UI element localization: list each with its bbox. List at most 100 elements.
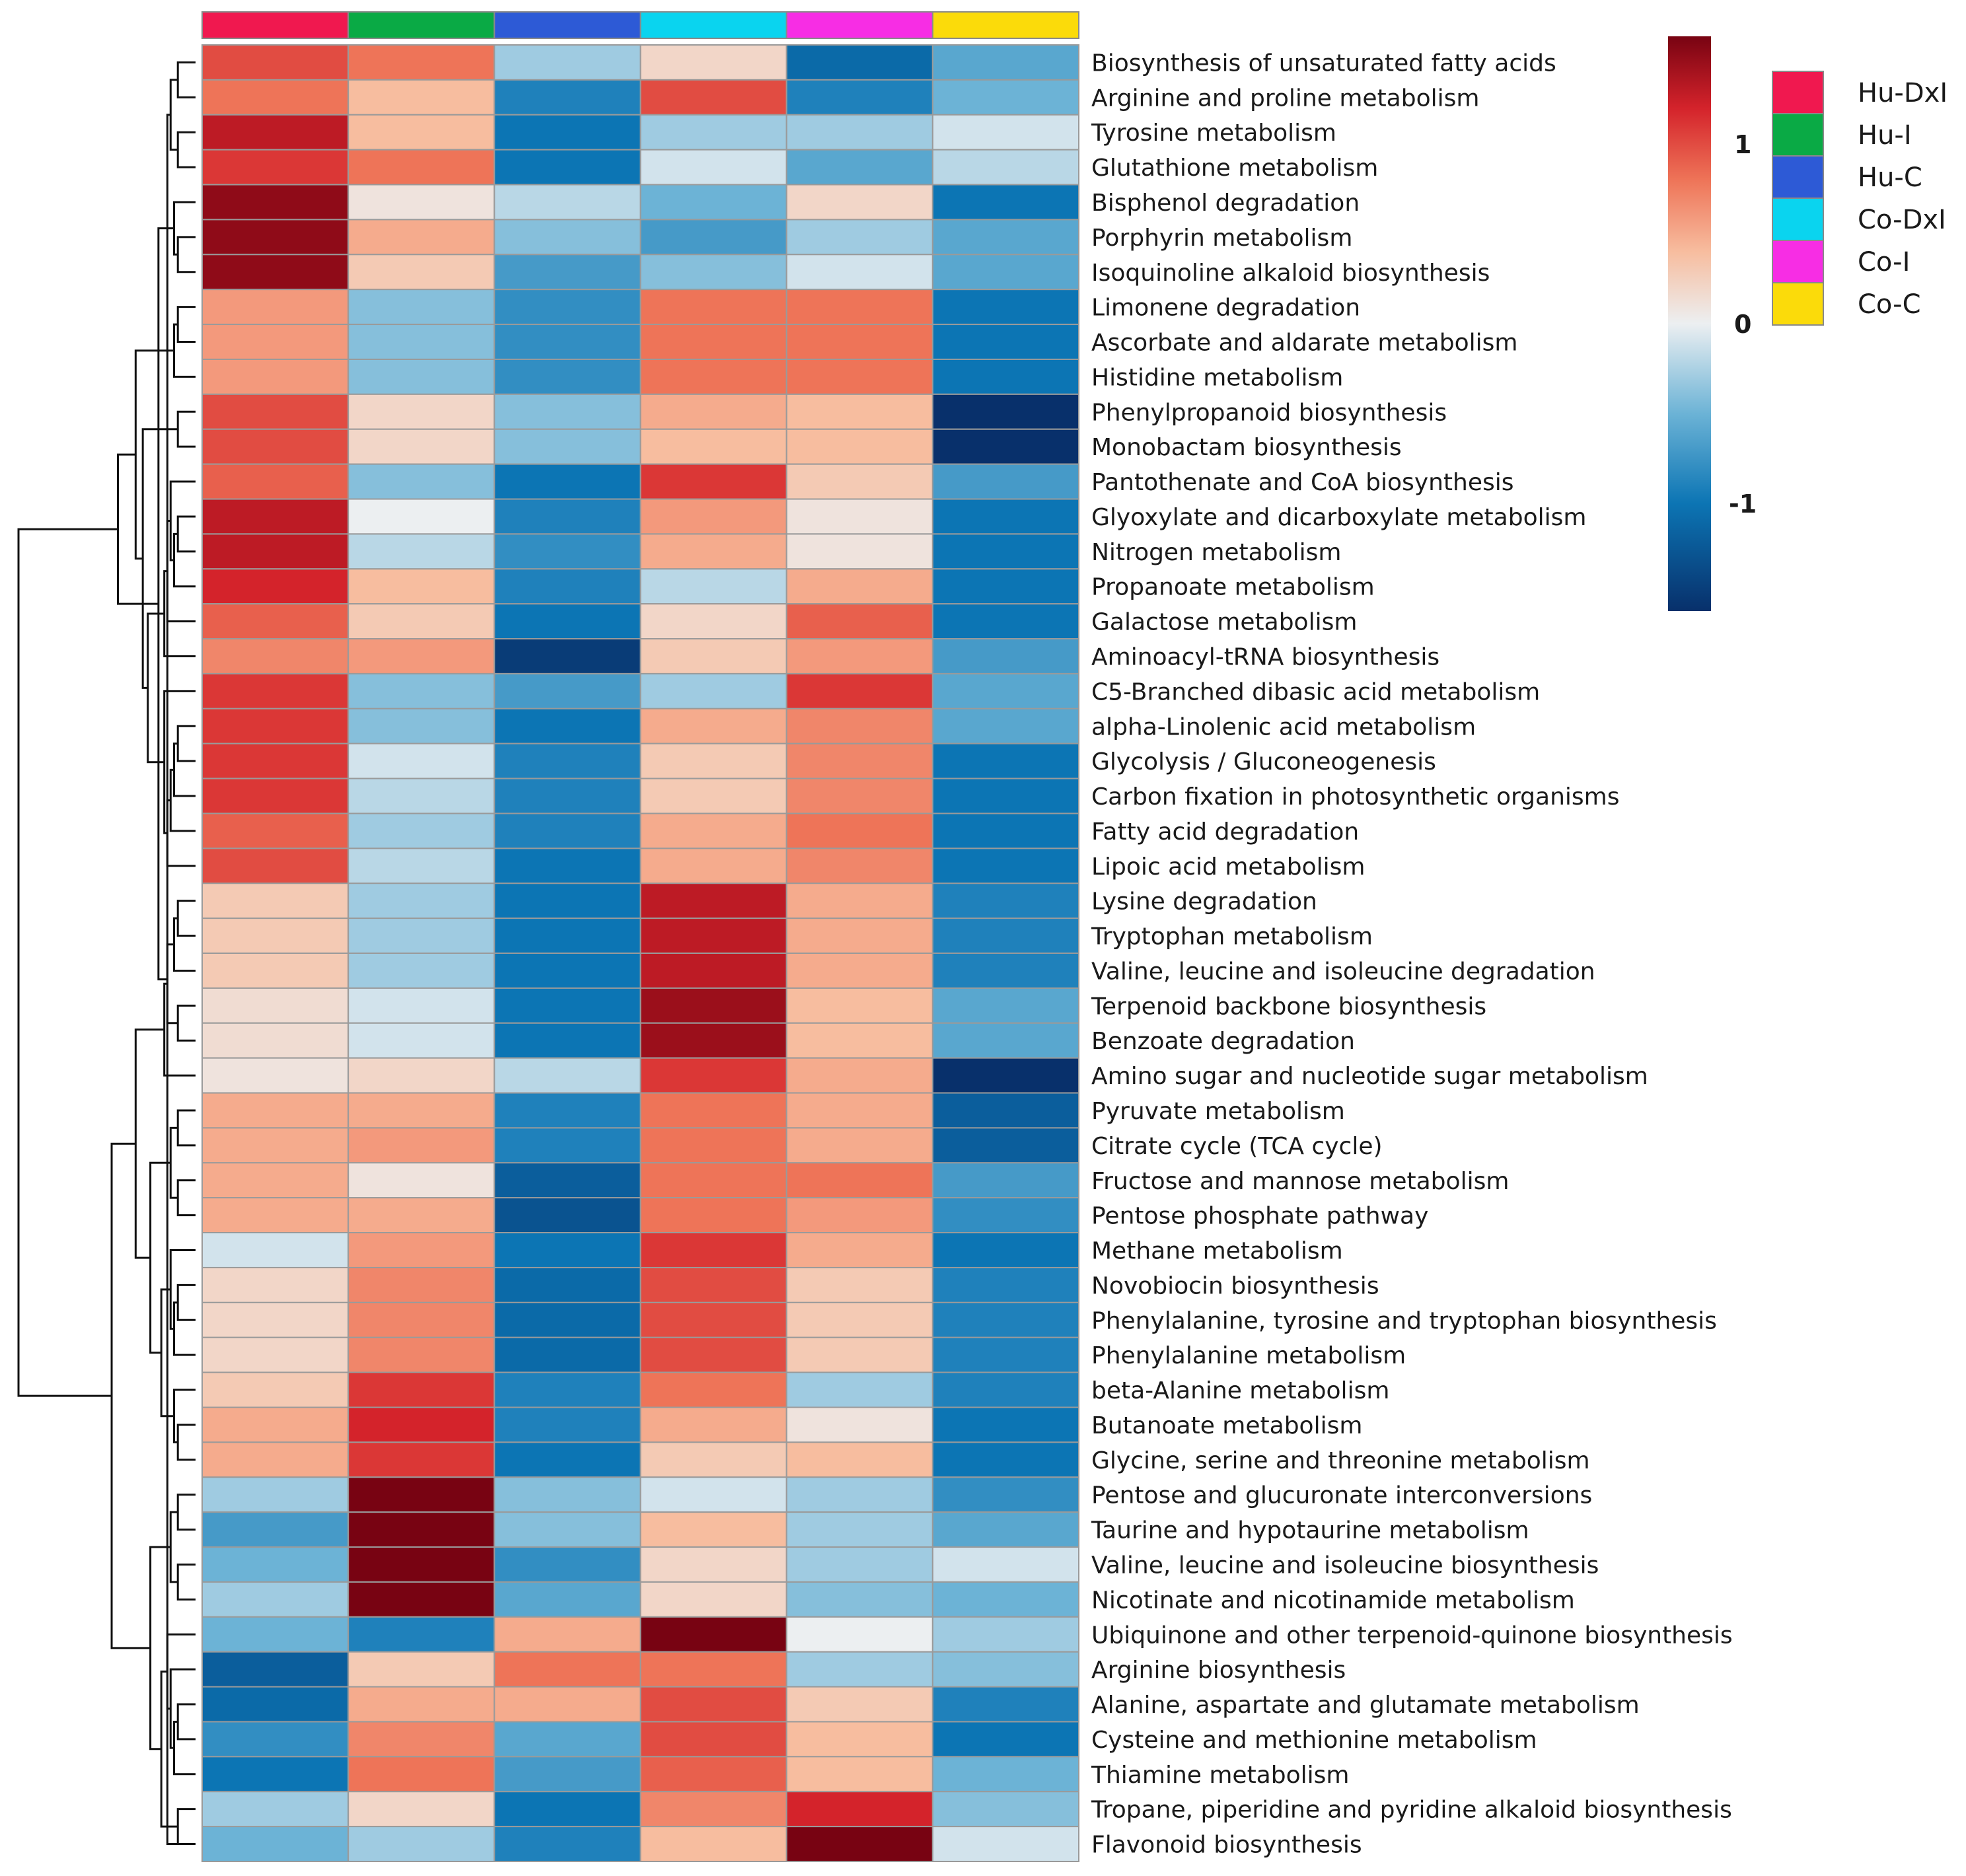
heatmap-cell: [931, 1651, 1080, 1688]
column-annotation-co-dxi: [639, 11, 787, 39]
heatmap-cell: [201, 742, 349, 779]
heatmap-cell: [639, 918, 787, 954]
heatmap-cell: [493, 1791, 641, 1828]
heatmap-cell: [639, 1022, 787, 1059]
heatmap-cell: [639, 219, 787, 256]
heatmap-cell: [639, 777, 787, 814]
heatmap-cell: [201, 918, 349, 954]
heatmap-cell: [785, 1197, 933, 1234]
heatmap-cell: [931, 1441, 1080, 1478]
row-label: Pyruvate metabolism: [1091, 1098, 1345, 1125]
heatmap-cell: [493, 603, 641, 640]
row-label: Pantothenate and CoA biosynthesis: [1091, 469, 1514, 496]
heatmap-cell: [931, 1336, 1080, 1373]
row-label: Biosynthesis of unsaturated fatty acids: [1091, 50, 1556, 77]
heatmap-cell: [785, 1546, 933, 1583]
heatmap-cell: [931, 1266, 1080, 1303]
heatmap-cell: [493, 812, 641, 849]
heatmap-cell: [201, 149, 349, 186]
heatmap-cell: [493, 1441, 641, 1478]
heatmap-cell: [931, 1581, 1080, 1618]
row-label: Pentose phosphate pathway: [1091, 1203, 1428, 1230]
heatmap-cell: [639, 568, 787, 605]
heatmap-cell: [785, 1441, 933, 1478]
heatmap-cell: [201, 324, 349, 360]
heatmap-cell: [931, 1162, 1080, 1199]
heatmap-cell: [201, 1441, 349, 1478]
row-label: Pentose and glucuronate interconversions: [1091, 1482, 1592, 1509]
dendrogram-branch: [176, 1494, 196, 1531]
row-label: Fructose and mannose metabolism: [1091, 1168, 1509, 1195]
heatmap-cell: [785, 324, 933, 360]
dendrogram-branch: [117, 453, 159, 605]
heatmap-cell: [347, 1232, 495, 1268]
column-annotation-co-c: [931, 11, 1080, 39]
heatmap-cell: [785, 1301, 933, 1338]
legend-label: Hu-DxI: [1858, 78, 1948, 108]
heatmap-cell: [493, 1162, 641, 1199]
row-label: Lysine degradation: [1091, 888, 1317, 916]
heatmap-cell: [201, 672, 349, 709]
heatmap-cell: [201, 1791, 349, 1828]
heatmap-cell: [347, 79, 495, 116]
row-label: Tryptophan metabolism: [1091, 923, 1373, 951]
heatmap-cell: [493, 254, 641, 291]
heatmap-cell: [785, 1232, 933, 1268]
heatmap-cell: [201, 219, 349, 256]
heatmap-cell: [639, 672, 787, 709]
row-label: Ascorbate and aldarate metabolism: [1091, 330, 1517, 357]
heatmap-cell: [493, 1686, 641, 1723]
heatmap-cell: [493, 1651, 641, 1688]
heatmap-cell: [347, 1266, 495, 1303]
heatmap-cell: [785, 1756, 933, 1793]
row-label: Galactose metabolism: [1091, 609, 1357, 636]
dendrogram-branch: [157, 227, 174, 981]
heatmap-cell: [785, 1721, 933, 1758]
heatmap-cell: [347, 812, 495, 849]
heatmap-cell: [639, 1336, 787, 1373]
heatmap-cell: [639, 393, 787, 430]
heatmap-cell: [493, 533, 641, 570]
heatmap-cell: [493, 358, 641, 395]
heatmap-cell: [931, 742, 1080, 779]
heatmap-cell: [639, 1651, 787, 1688]
heatmap-cell: [347, 1581, 495, 1618]
heatmap-cell: [639, 1092, 787, 1129]
column-annotation-hu-c: [493, 11, 641, 39]
heatmap-cell: [785, 44, 933, 81]
heatmap-cell: [347, 1092, 495, 1129]
heatmap-cell: [639, 428, 787, 465]
heatmap-cell: [639, 1721, 787, 1758]
heatmap-cell: [347, 1651, 495, 1688]
heatmap-cell: [493, 953, 641, 989]
heatmap-cell: [201, 603, 349, 640]
heatmap-cell: [639, 812, 787, 849]
heatmap-cell: [931, 707, 1080, 744]
heatmap-cell: [639, 463, 787, 500]
color-scale-tick-label: 1: [1734, 130, 1751, 159]
heatmap-cell: [785, 777, 933, 814]
heatmap-cell: [201, 953, 349, 989]
heatmap-cell: [201, 533, 349, 570]
heatmap-cell: [201, 1057, 349, 1094]
heatmap-cell: [785, 987, 933, 1024]
dendrogram-branch: [134, 349, 174, 560]
group-legend: Hu-DxI Hu-I Hu-C Co-DxI Co-I Co-C: [1772, 71, 1948, 326]
heatmap-cell: [201, 428, 349, 465]
heatmap-cell: [347, 149, 495, 186]
color-scale-ticks: 1 0 -1: [1729, 130, 1757, 519]
heatmap-cell: [347, 1406, 495, 1443]
heatmap-cell: [785, 1406, 933, 1443]
dendrogram-branch: [147, 612, 164, 764]
row-label: Ubiquinone and other terpenoid-quinone b…: [1091, 1622, 1733, 1649]
heatmap-cell: [347, 883, 495, 920]
heatmap-cell: [347, 114, 495, 151]
row-label: Porphyrin metabolism: [1091, 225, 1352, 252]
heatmap-cell: [347, 324, 495, 360]
heatmap-cell: [347, 1336, 495, 1373]
dendrogram-branch: [110, 1142, 151, 1649]
dendrogram-branch: [176, 1703, 196, 1741]
heatmap-cell: [201, 638, 349, 674]
heatmap-cell: [493, 918, 641, 954]
heatmap-cell: [785, 707, 933, 744]
